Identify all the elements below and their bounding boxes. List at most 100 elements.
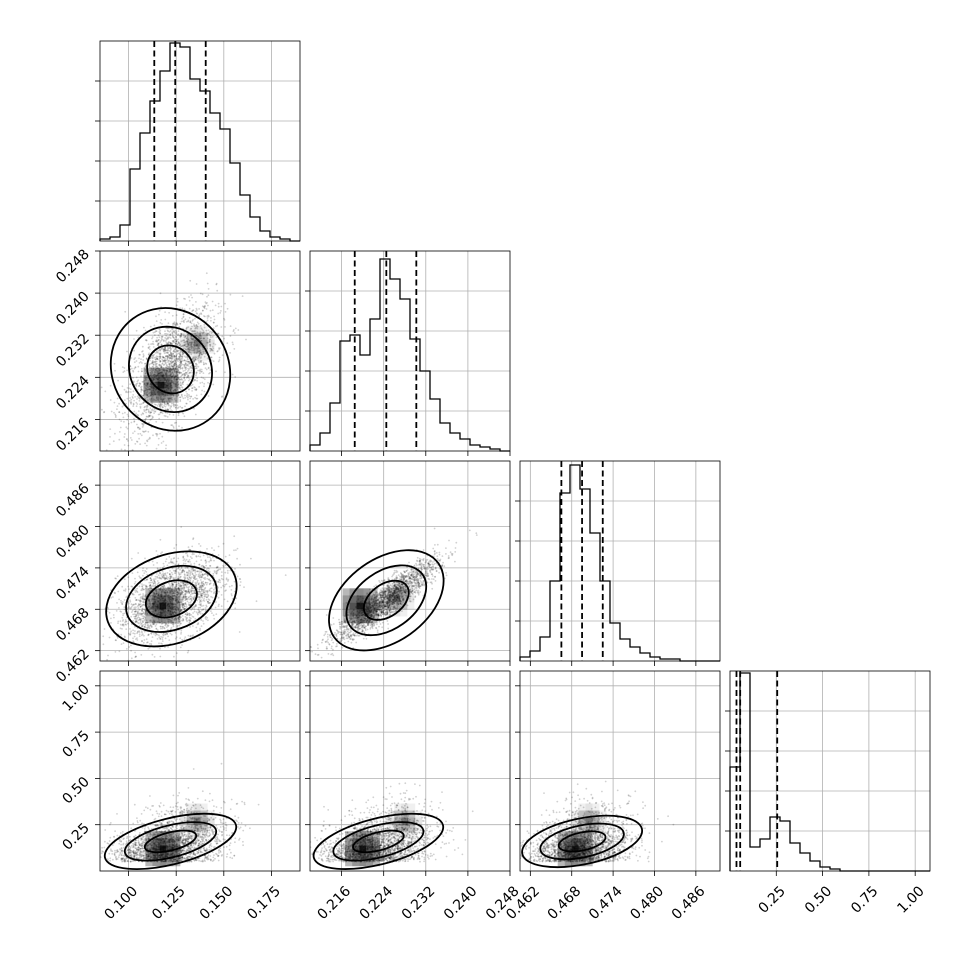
sample-point [188,614,191,617]
sample-point [148,625,151,627]
sample-point [172,323,175,325]
sample-point [138,603,141,606]
sample-point [150,411,153,414]
sample-point [207,332,210,335]
sample-point [171,355,173,358]
sample-point [205,302,208,305]
density-cell [207,346,215,354]
sample-point [214,325,217,328]
sample-point [195,605,198,607]
sample-point [119,610,122,613]
sample-point [170,365,173,368]
sample-point [411,585,414,587]
sample-point [185,605,188,608]
sample-point [172,622,175,624]
sample-point [136,382,139,385]
sample-point [183,319,186,322]
sample-point [154,410,157,413]
sample-point [144,369,147,371]
sample-point [191,342,193,344]
sample-point [180,333,183,336]
sample-points [102,526,287,661]
sample-point [147,624,149,626]
sample-point [209,582,212,585]
sample-point [161,636,164,639]
sample-point [399,575,401,578]
sample-point [141,362,143,364]
sample-point [183,376,186,378]
sample-point [199,593,202,596]
sample-point [167,351,169,354]
sample-point [213,315,216,318]
sample-point [200,581,203,583]
sample-point [109,436,111,438]
sample-point [166,343,169,345]
sample-point [141,589,144,591]
sample-point [150,373,153,375]
sample-point [178,589,181,591]
sample-point [402,583,404,586]
sample-point [172,394,175,397]
sample-point [199,334,201,337]
density-cell [152,602,160,610]
sample-point [128,646,131,648]
sample-point [190,608,193,611]
sample-point [135,606,137,609]
sample-point [142,350,144,352]
sample-point [325,641,327,643]
sample-point [191,581,194,583]
sample-point [187,365,190,367]
sample-point [144,370,147,372]
sample-point [193,598,195,601]
sample-point [175,544,178,546]
sample-point [236,547,239,550]
sample-point [209,350,212,352]
sample-point [165,626,168,628]
sample-point [212,327,215,329]
sample-point [164,349,167,352]
sample-point [170,576,173,578]
sample-point [164,593,167,596]
density-cell [143,381,151,389]
sample-point [157,372,160,375]
sample-point [146,415,149,418]
sample-point [152,361,155,363]
sample-point [181,638,184,641]
sample-point [183,638,186,641]
sample-point [224,564,227,567]
sample-point [103,411,105,414]
sample-point [163,370,166,372]
sample-point [371,597,373,599]
sample-point [162,574,165,577]
sample-point [143,406,146,409]
sample-point [183,321,185,324]
sample-point [178,356,180,358]
sample-point [164,372,167,375]
sample-point [151,371,154,374]
sample-point [176,359,179,361]
sample-point [177,601,180,603]
sample-point [174,375,177,378]
sample-point [184,613,187,615]
sample-point [183,596,186,599]
sample-point [136,380,139,383]
sample-point [237,329,240,331]
sample-point [197,583,200,586]
sample-point [206,596,208,599]
sample-point [155,592,158,595]
sample-point [195,397,198,400]
sample-point [198,563,201,566]
sample-point [201,389,204,392]
sample-point [165,355,167,358]
sample-point [175,600,178,602]
sample-point [203,589,206,592]
sample-point [197,355,200,358]
sample-point [164,592,167,594]
sample-point [169,330,172,332]
sample-point [174,368,177,370]
sample-point [138,593,140,596]
sample-point [175,597,178,600]
sample-point [135,599,138,601]
sample-point [158,338,160,341]
sample-point [131,609,134,612]
